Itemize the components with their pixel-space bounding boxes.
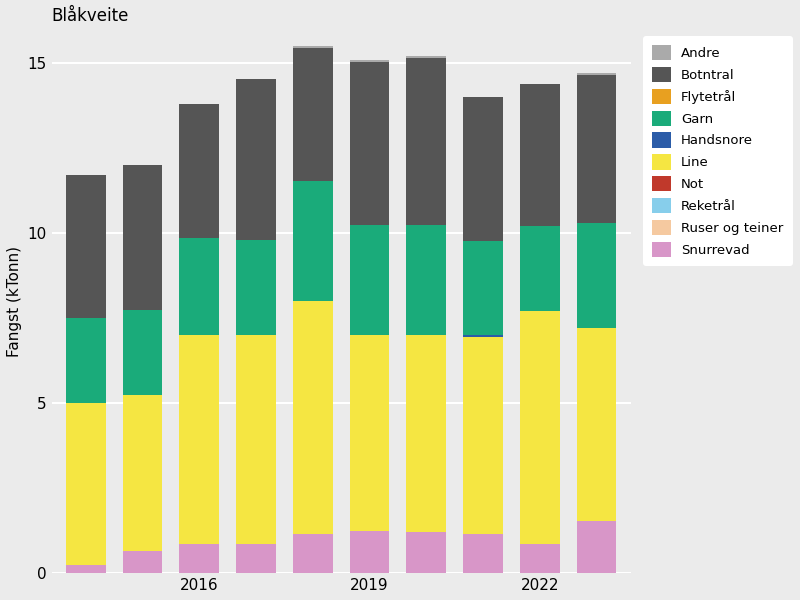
Bar bbox=[463, 241, 503, 335]
Bar bbox=[406, 56, 446, 58]
Bar bbox=[577, 75, 616, 223]
Bar bbox=[293, 301, 333, 534]
Bar bbox=[122, 310, 162, 395]
Bar bbox=[577, 223, 616, 328]
Text: Blåkveite: Blåkveite bbox=[52, 7, 129, 25]
Bar bbox=[179, 238, 219, 335]
Bar bbox=[122, 395, 162, 551]
Bar bbox=[577, 521, 616, 573]
Bar bbox=[406, 532, 446, 573]
Bar bbox=[406, 225, 446, 335]
Bar bbox=[350, 225, 390, 335]
Bar bbox=[577, 328, 616, 521]
Bar bbox=[406, 335, 446, 532]
Bar bbox=[179, 104, 219, 238]
Bar bbox=[463, 337, 503, 534]
Bar bbox=[463, 534, 503, 573]
Bar bbox=[293, 48, 333, 181]
Bar bbox=[122, 551, 162, 573]
Bar bbox=[236, 544, 276, 573]
Bar bbox=[66, 175, 106, 318]
Bar bbox=[179, 335, 219, 544]
Bar bbox=[236, 79, 276, 240]
Bar bbox=[293, 46, 333, 48]
Bar bbox=[520, 311, 559, 544]
Bar bbox=[520, 83, 559, 226]
Bar bbox=[463, 335, 503, 337]
Bar bbox=[179, 544, 219, 573]
Bar bbox=[66, 318, 106, 403]
Bar bbox=[66, 565, 106, 573]
Bar bbox=[236, 240, 276, 335]
Legend: Andre, Botntral, Flytetrål, Garn, Handsnore, Line, Not, Reketrål, Ruser og teine: Andre, Botntral, Flytetrål, Garn, Handsn… bbox=[643, 36, 793, 266]
Bar bbox=[577, 73, 616, 75]
Bar bbox=[122, 165, 162, 310]
Bar bbox=[293, 181, 333, 301]
Bar bbox=[463, 97, 503, 241]
Bar bbox=[66, 403, 106, 565]
Bar bbox=[350, 335, 390, 531]
Bar bbox=[350, 62, 390, 225]
Bar bbox=[293, 534, 333, 573]
Bar bbox=[520, 544, 559, 573]
Y-axis label: Fangst (kTonn): Fangst (kTonn) bbox=[7, 246, 22, 357]
Bar bbox=[350, 531, 390, 573]
Bar bbox=[350, 60, 390, 62]
Bar bbox=[406, 58, 446, 225]
Bar bbox=[520, 226, 559, 311]
Bar bbox=[236, 335, 276, 544]
